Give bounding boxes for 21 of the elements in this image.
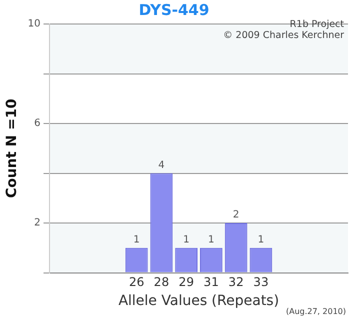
y-axis-title: Count N =10 (4, 98, 20, 198)
data-label: 1 (133, 234, 140, 246)
chart-title: DYS-449 (138, 0, 210, 19)
data-label: 2 (232, 210, 240, 221)
y-tick-label: 2 (34, 218, 41, 229)
x-axis-title: Allele Values (Repeats) (118, 293, 280, 310)
text: (Aug.27, 2010) (286, 307, 346, 316)
x-tick-label: 26 (128, 275, 144, 290)
data-label: 1 (258, 234, 264, 246)
x-tick-label: 33 (253, 275, 269, 290)
y-tick-label: 6 (34, 118, 41, 130)
x-tick-label: 28 (154, 275, 170, 290)
annotation: R1b Project (290, 19, 344, 30)
annotation: © 2009 Charles Kerchner (223, 30, 344, 42)
data-label: 4 (158, 160, 165, 171)
data-label: 1 (208, 234, 214, 246)
x-tick-label: 31 (204, 275, 219, 290)
data-label: 1 (183, 234, 190, 246)
x-tick-label: 29 (178, 275, 194, 290)
x-tick-label: 32 (228, 275, 244, 290)
y-tick-label: 10 (28, 18, 41, 30)
